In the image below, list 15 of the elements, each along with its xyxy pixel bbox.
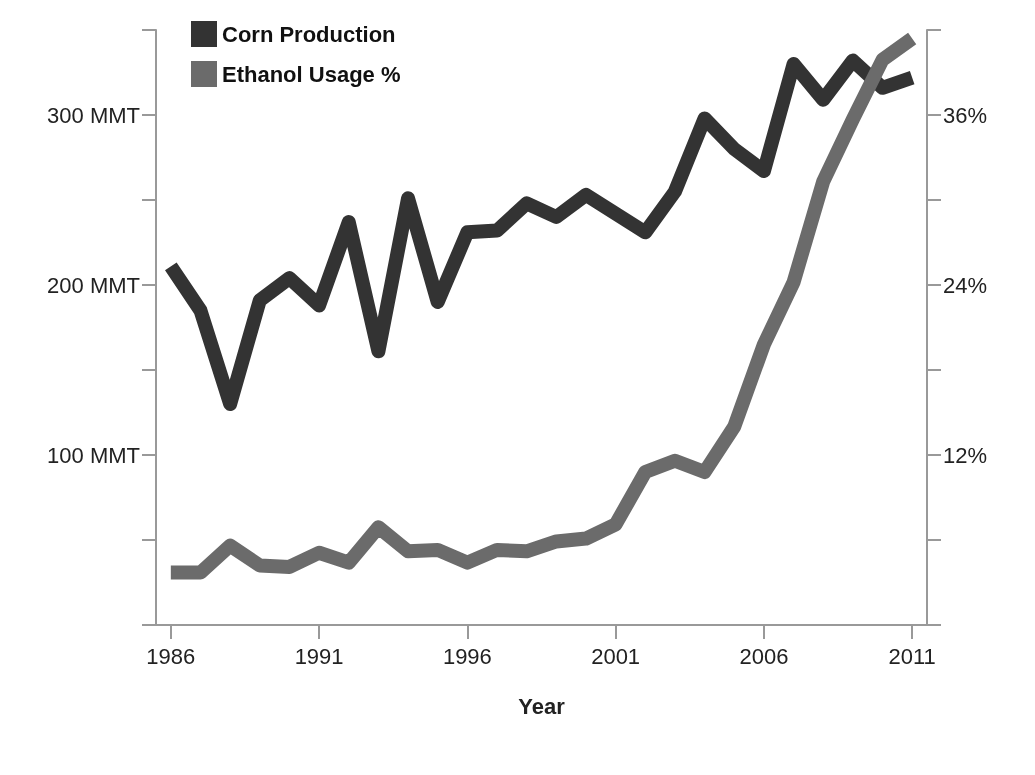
x-tick-label: 1991 xyxy=(294,643,344,669)
y-tick-label: 300 MMT xyxy=(47,102,140,128)
legend-label: Corn Production xyxy=(222,21,396,47)
x-tick-label: 2006 xyxy=(739,643,789,669)
x-tick-label: 1986 xyxy=(146,643,196,669)
x-tick-label: 1996 xyxy=(442,643,492,669)
y-tick-label: 200 MMT xyxy=(47,272,140,298)
y2-tick-label: 36% xyxy=(943,102,988,128)
x-tick-label: 2001 xyxy=(591,643,641,669)
x-axis-title: Year xyxy=(518,693,566,719)
y-tick-label: 100 MMT xyxy=(47,442,140,468)
y2-tick-label: 12% xyxy=(943,442,988,468)
x-tick-label: 2011 xyxy=(888,643,936,669)
legend-label: Ethanol Usage % xyxy=(222,61,401,87)
y2-tick-label: 24% xyxy=(943,272,988,298)
